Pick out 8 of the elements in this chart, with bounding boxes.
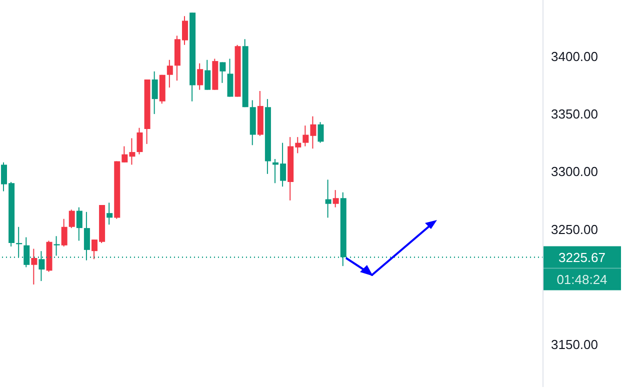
y-tick-label: 3300.00 bbox=[551, 164, 598, 180]
text: 01:48:24 bbox=[556, 272, 608, 288]
y-tick-label: 3250.00 bbox=[551, 222, 598, 237]
y-tick-label: 3400.00 bbox=[551, 49, 598, 64]
y-tick-label: 3150.00 bbox=[551, 337, 598, 352]
candlestick bbox=[54, 236, 60, 256]
ref-line-label: 3225.67 bbox=[558, 250, 606, 266]
y-tick-label: 3350.00 bbox=[551, 106, 598, 122]
